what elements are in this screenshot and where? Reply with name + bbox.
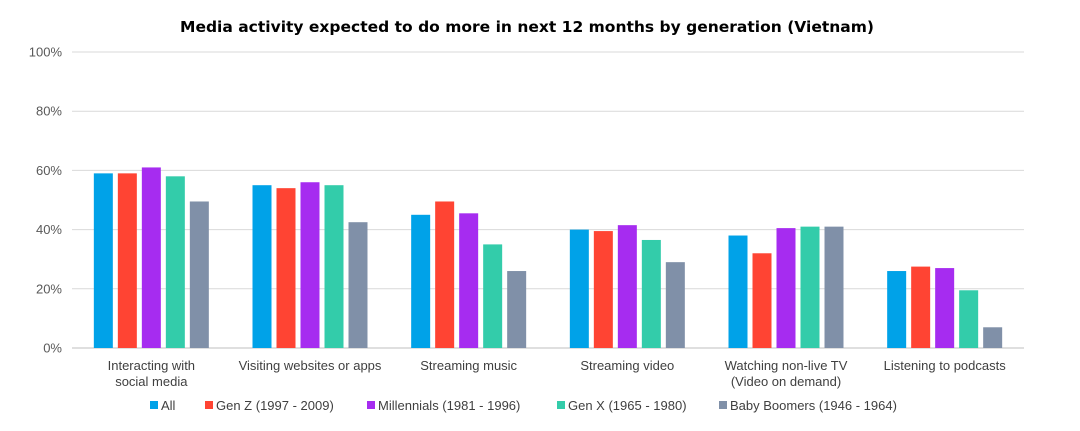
y-tick-label: 100% — [29, 45, 63, 60]
bar — [935, 268, 955, 348]
category-label: Watching non-live TV (Video on demand) — [725, 358, 848, 389]
y-tick-label: 60% — [36, 163, 62, 178]
category-labels: Interacting with social media Visiting web… — [108, 358, 1007, 389]
y-tick-label: 0% — [43, 341, 62, 356]
bar — [507, 271, 527, 348]
category-label: Streaming music — [420, 358, 517, 373]
y-tick-label: 20% — [36, 281, 62, 296]
legend-label: Baby Boomers (1946 - 1964) — [730, 398, 897, 413]
bar — [165, 176, 185, 348]
legend-label: All — [161, 398, 176, 413]
category-label: Listening to podcasts — [884, 358, 1007, 373]
bar — [728, 235, 748, 348]
category-label: Interacting with social media — [108, 358, 195, 389]
bar — [252, 185, 272, 348]
bar — [911, 266, 931, 348]
category-label: Visiting websites or apps — [239, 358, 382, 373]
gridlines — [72, 51, 1024, 349]
bar — [617, 225, 637, 348]
bar — [324, 185, 344, 348]
legend-swatch — [719, 401, 727, 409]
bar — [483, 244, 503, 348]
bar — [959, 290, 979, 348]
bar — [141, 167, 161, 348]
bar — [665, 262, 685, 348]
bar — [459, 213, 479, 348]
bar — [800, 226, 820, 348]
legend-label: Gen X (1965 - 1980) — [568, 398, 687, 413]
bar — [348, 222, 368, 348]
y-axis-ticks: 0% 20% 40% 60% 80% 100% — [29, 45, 63, 356]
bar — [411, 214, 431, 348]
legend-swatch — [557, 401, 565, 409]
bar — [300, 182, 320, 348]
bar — [641, 239, 661, 348]
bars — [93, 167, 1003, 348]
category-label: Streaming video — [580, 358, 674, 373]
bar — [776, 228, 796, 348]
bar — [983, 327, 1003, 348]
bar — [887, 271, 907, 348]
bar — [189, 201, 209, 348]
bar — [752, 253, 772, 348]
legend-swatch — [205, 401, 213, 409]
bar — [435, 201, 455, 348]
chart-title: Media activity expected to do more in ne… — [180, 18, 874, 36]
legend-swatch — [150, 401, 158, 409]
bar — [593, 231, 613, 348]
legend-label: Millennials (1981 - 1996) — [378, 398, 520, 413]
y-tick-label: 40% — [36, 222, 62, 237]
bar — [93, 173, 113, 348]
legend-swatch — [367, 401, 375, 409]
bar — [117, 173, 137, 348]
bar — [276, 188, 296, 348]
legend: All Gen Z (1997 - 2009) Millennials (1981 … — [150, 398, 897, 413]
y-tick-label: 80% — [36, 104, 62, 119]
bar — [824, 226, 844, 348]
legend-label: Gen Z (1997 - 2009) — [216, 398, 334, 413]
bar — [569, 229, 589, 348]
